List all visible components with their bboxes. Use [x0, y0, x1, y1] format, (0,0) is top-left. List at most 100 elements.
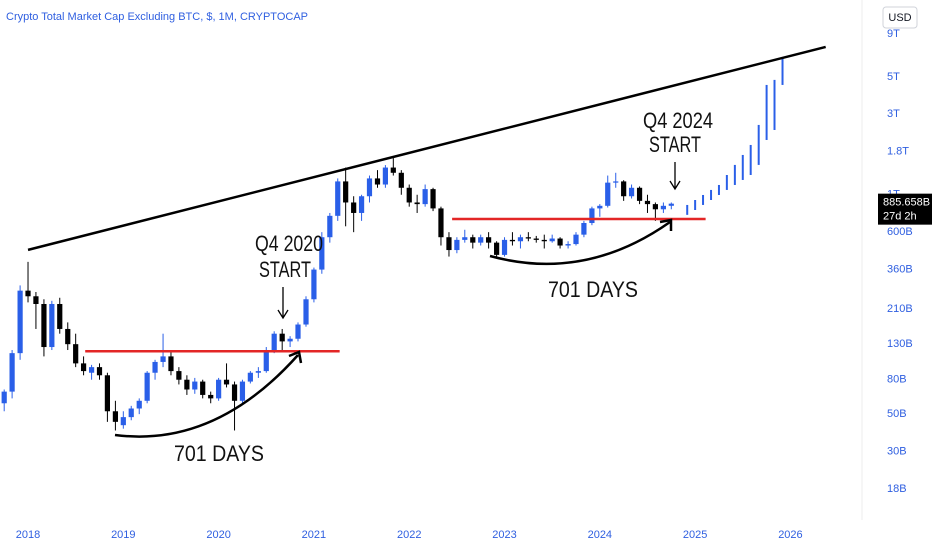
candle-body: [120, 417, 126, 426]
candle-body: [636, 187, 643, 201]
annotation: Q4 2024: [643, 108, 713, 133]
curve-arrow: [489, 220, 671, 266]
y-tick-label: 130B: [887, 338, 913, 350]
y-tick-label: 600B: [887, 226, 913, 238]
candle-body: [200, 381, 206, 395]
candle-body: [311, 269, 317, 300]
candle-body: [104, 375, 111, 412]
candle-body: [335, 181, 341, 216]
candle-body: [533, 238, 539, 240]
candle-body: [128, 408, 134, 418]
candle-body: [319, 237, 325, 270]
candle-body: [25, 290, 31, 297]
y-tick-label: 360B: [887, 263, 913, 275]
candle-body: [358, 196, 365, 213]
candle-body: [343, 181, 349, 203]
candle-body: [486, 237, 492, 243]
candle-body: [88, 367, 95, 373]
currency-label[interactable]: USD: [888, 12, 911, 24]
candle-body: [303, 299, 309, 325]
candle-body: [382, 167, 388, 185]
curve-arrow: [114, 354, 299, 438]
y-tick-label: 50B: [887, 408, 907, 420]
candle-body: [613, 181, 619, 183]
currency-button[interactable]: [882, 6, 918, 29]
candle-body: [470, 237, 476, 243]
annotation: 701 DAYS: [548, 277, 638, 302]
countdown-label: 27d 2h: [883, 211, 917, 223]
candle-body: [231, 384, 238, 401]
candle-body: [73, 344, 79, 364]
candle-body: [660, 205, 666, 210]
candle-body: [517, 237, 524, 242]
candle-body: [192, 381, 198, 390]
x-tick-label: 2019: [111, 529, 135, 541]
candle-body: [176, 371, 182, 380]
candle-body: [65, 328, 71, 345]
candle-body: [41, 303, 47, 348]
candle-body: [96, 367, 103, 376]
candle-body: [525, 237, 531, 239]
candle-body: [287, 338, 293, 342]
candle-body: [136, 400, 142, 409]
candle-body: [446, 237, 452, 251]
candle-body: [1, 391, 7, 404]
candle-body: [160, 356, 166, 362]
candle-body: [406, 187, 412, 203]
candle-body: [390, 167, 396, 173]
candle-body: [557, 238, 563, 246]
candle-body: [263, 350, 269, 372]
candle-body: [501, 239, 508, 255]
candle-body: [414, 202, 420, 205]
x-tick-label: 2026: [778, 529, 802, 541]
candle-body: [597, 205, 603, 209]
candle-body: [573, 234, 579, 245]
candle-body: [494, 242, 500, 255]
candle-body: [668, 203, 674, 206]
annotation: Q4 2020: [255, 231, 323, 256]
candle-body: [144, 372, 150, 401]
candle-body: [374, 178, 381, 185]
chart-title: Crypto Total Market Cap Excluding BTC, $…: [6, 11, 308, 23]
annotation: START: [649, 132, 701, 157]
candle-body: [478, 237, 484, 243]
price-label: 885.658B: [883, 197, 930, 209]
candle-body: [509, 239, 516, 242]
candle-body: [398, 172, 404, 188]
candle-body: [621, 181, 627, 197]
candle-body: [422, 189, 428, 205]
candle-body: [255, 371, 261, 373]
candle-body: [454, 239, 460, 251]
candle-body: [605, 182, 611, 206]
trend-line: [27, 45, 826, 252]
candle-body: [112, 411, 119, 422]
candle-body: [438, 208, 444, 238]
down-arrow: [277, 287, 289, 320]
candle-body: [366, 178, 373, 197]
x-tick-label: 2021: [302, 529, 326, 541]
y-tick-label: 1.8T: [887, 146, 909, 158]
price-label-box: [878, 193, 932, 225]
x-tick-label: 2025: [683, 529, 707, 541]
y-tick-label: 18B: [887, 483, 907, 495]
candle-body: [223, 379, 230, 385]
x-tick-label: 2024: [588, 529, 612, 541]
y-tick-label: 80B: [887, 374, 907, 386]
candle-body: [430, 189, 436, 209]
x-tick-label: 2022: [397, 529, 421, 541]
y-tick-label: 5T: [887, 71, 900, 83]
candle-body: [628, 187, 635, 197]
x-tick-label: 2020: [206, 529, 230, 541]
candle-body: [33, 296, 39, 304]
annotation: 701 DAYS: [174, 441, 264, 466]
candle-body: [549, 238, 555, 242]
x-tick-label: 2018: [16, 529, 40, 541]
arrow-head: [659, 218, 673, 231]
candle-body: [462, 237, 468, 240]
candle-body: [208, 394, 214, 399]
candle-body: [57, 303, 63, 329]
candle-body: [9, 353, 15, 392]
candle-body: [184, 379, 190, 390]
candle-body: [351, 202, 357, 213]
